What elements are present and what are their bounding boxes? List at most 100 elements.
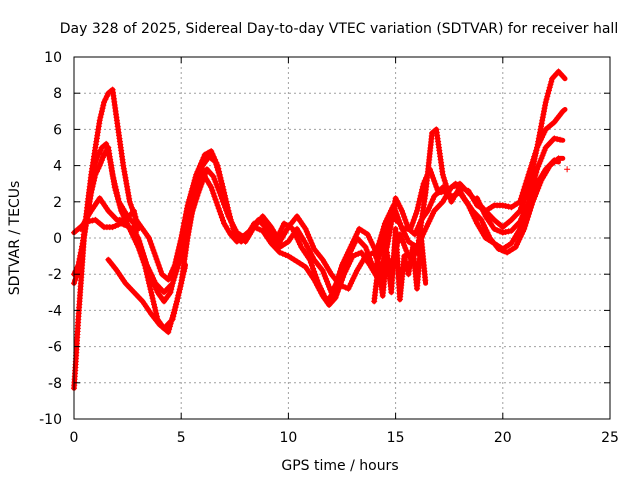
data-point [150, 275, 156, 282]
data-point [200, 175, 207, 181]
data-point [321, 273, 328, 279]
data-point [196, 186, 203, 193]
data-point [402, 216, 409, 223]
data-point [401, 242, 408, 249]
data-point [551, 135, 558, 142]
series-track-8 [371, 225, 429, 305]
data-point [341, 264, 348, 270]
data-point [166, 326, 173, 333]
data-point [516, 236, 523, 243]
data-point [134, 222, 141, 229]
data-point [294, 236, 301, 243]
data-point [541, 105, 548, 112]
y-axis-label: SDTVAR / TECUs [7, 181, 23, 296]
data-point [485, 232, 492, 239]
data-point [403, 219, 410, 226]
data-point [276, 249, 283, 256]
data-point [311, 268, 318, 275]
data-point [523, 204, 530, 211]
data-point [175, 292, 182, 299]
data-point [186, 196, 193, 203]
data-point [211, 176, 218, 183]
data-point [91, 177, 97, 184]
data-point [426, 218, 433, 225]
data-point [226, 216, 233, 222]
data-point [276, 230, 283, 237]
data-point [434, 186, 441, 193]
data-point [417, 192, 424, 199]
data-point [481, 210, 488, 217]
data-point [533, 169, 540, 176]
data-point [183, 229, 190, 235]
data-point [537, 179, 544, 186]
data-point [537, 158, 544, 165]
data-point [210, 190, 217, 197]
data-point [173, 301, 180, 308]
data-point [229, 221, 236, 228]
data-point [302, 225, 309, 232]
data-point [375, 255, 382, 262]
data-point [376, 252, 383, 259]
data-point [362, 244, 369, 251]
data-point [198, 180, 205, 187]
data-point [559, 108, 566, 115]
data-point [216, 189, 223, 196]
data-point [491, 225, 498, 232]
data-point [169, 315, 176, 322]
data-point [149, 295, 156, 302]
data-point [396, 220, 403, 227]
data-point [189, 185, 196, 192]
data-point [529, 164, 536, 171]
data-point [520, 199, 527, 205]
data-point [148, 289, 155, 296]
data-point [538, 123, 545, 130]
data-point [531, 155, 538, 162]
data-point [420, 180, 427, 187]
data-point [185, 222, 192, 229]
y-tick-label: -6 [48, 340, 62, 356]
data-point [542, 99, 549, 106]
data-point [201, 151, 208, 158]
data-point [305, 231, 311, 238]
data-point [438, 189, 445, 196]
data-point [150, 298, 157, 305]
data-point [217, 192, 224, 199]
data-point [533, 147, 540, 154]
data-point [213, 181, 220, 188]
data-point [185, 199, 192, 206]
data-point [145, 277, 152, 284]
data-point [536, 132, 543, 139]
data-point [172, 271, 179, 278]
series-track-6 [77, 195, 141, 232]
data-point [366, 234, 372, 240]
data-point [346, 283, 353, 290]
data-point [521, 196, 528, 203]
data-point [89, 217, 96, 224]
data-point [386, 218, 393, 225]
data-point [96, 162, 103, 169]
data-point [322, 275, 329, 282]
data-point [380, 241, 387, 248]
data-point [211, 193, 218, 200]
data-point [395, 200, 402, 207]
data-point [531, 158, 537, 165]
data-point [194, 192, 201, 199]
data-point [172, 303, 179, 310]
data-point [451, 183, 458, 190]
grid [74, 57, 610, 419]
data-point [131, 210, 138, 217]
data-point [472, 217, 479, 224]
series-track-7 [474, 135, 566, 236]
data-point [402, 245, 409, 251]
data-point [366, 255, 373, 262]
data-point [115, 195, 122, 202]
data-point [474, 195, 481, 202]
data-point [310, 265, 317, 272]
data-point [309, 243, 316, 249]
y-tick-label: 10 [44, 50, 62, 66]
data-point [428, 199, 435, 206]
data-point [536, 160, 543, 167]
data-point [165, 276, 172, 283]
data-point [415, 201, 422, 208]
data-point [98, 111, 105, 118]
